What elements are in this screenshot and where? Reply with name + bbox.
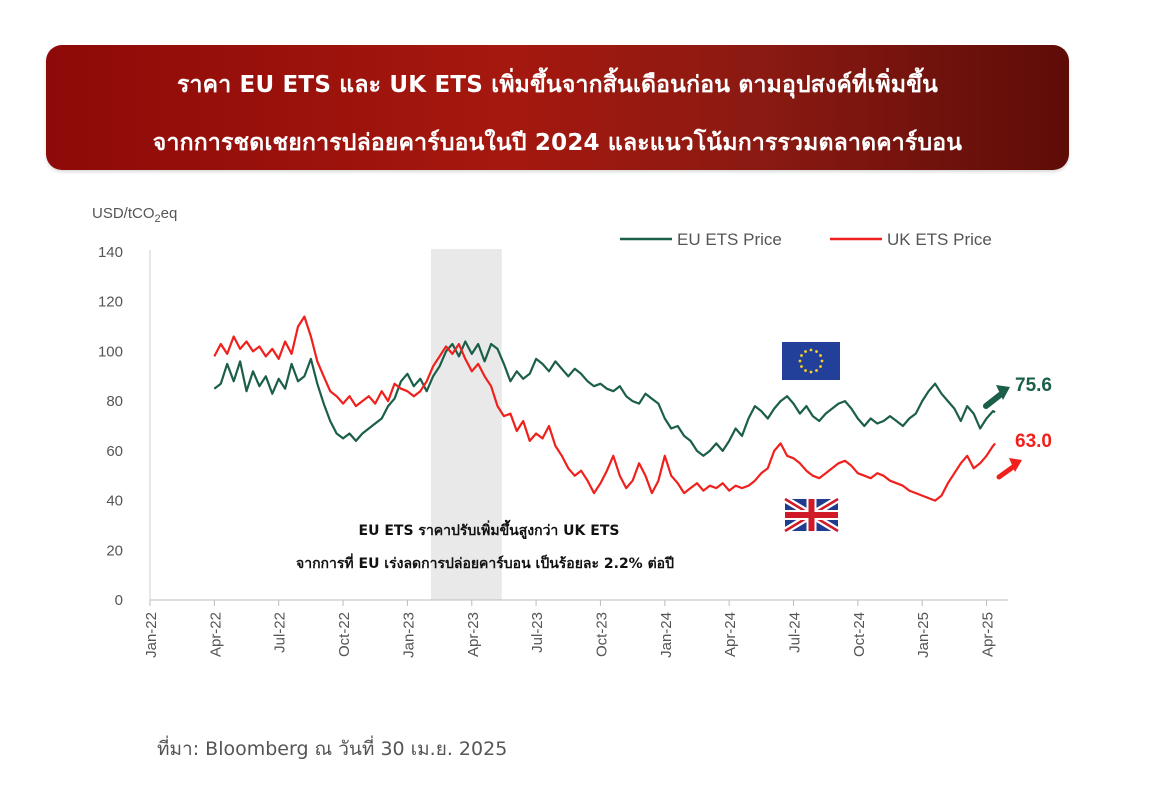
- x-tick-label: Jul-24: [787, 612, 804, 653]
- y-tick-label: 140: [98, 244, 123, 261]
- y-tick-label: 100: [98, 343, 123, 360]
- eu-star: [800, 354, 803, 357]
- eu-end-value: 75.6: [1015, 375, 1052, 396]
- x-tick-label: Jan-25: [915, 612, 932, 658]
- title-line-1: ราคา EU ETS และ UK ETS เพิ่มขึ้นจากสิ้นเ…: [176, 72, 939, 98]
- x-tick-label: Oct-22: [336, 612, 353, 657]
- series-eu-ets-line: [213, 340, 996, 457]
- eu-star: [809, 348, 813, 352]
- x-tick-label: Jan-22: [143, 612, 160, 658]
- x-tick-label: Jul-23: [529, 612, 546, 653]
- x-tick-label: Apr-23: [465, 612, 482, 657]
- x-tick-label: Oct-23: [593, 612, 610, 657]
- x-tick-label: Jul-22: [272, 612, 289, 653]
- title-line-2: จากการชดเชยการปล่อยคาร์บอนในปี 2024 และแ…: [152, 130, 963, 156]
- annotation-line-1: EU ETS ราคาปรับเพิ่มขึ้นสูงกว่า UK ETS: [359, 519, 620, 539]
- y-tick-label: 0: [115, 592, 123, 609]
- x-tick-label: Apr-25: [980, 612, 997, 657]
- uk-flag: [783, 496, 840, 534]
- eu-star: [819, 365, 822, 368]
- legend-label-uk: UK ETS Price: [887, 230, 992, 249]
- y-tick-label: 20: [106, 542, 123, 559]
- x-ticks: Jan-22 Apr-22 Jul-22 Oct-22 Jan-23 Apr-23 Jul-…: [143, 600, 997, 658]
- shaded-period: [430, 249, 502, 600]
- y-ticks: 0 20 40 60 80 100 120 140: [98, 244, 123, 609]
- legend-label-eu: EU ETS Price: [677, 230, 782, 249]
- x-tick-label: Oct-24: [851, 612, 868, 657]
- y-tick-label: 40: [106, 493, 123, 510]
- legend: EU ETS Price UK ETS Price: [620, 230, 992, 249]
- eu-star: [809, 370, 813, 374]
- eu-flag: [782, 342, 840, 380]
- eu-up-arrow: [983, 385, 1010, 409]
- title-banner: ราคา EU ETS และ UK ETS เพิ่มขึ้นจากสิ้นเ…: [46, 45, 1069, 170]
- uk-up-arrow: [996, 458, 1022, 480]
- x-tick-label: Jan-23: [400, 612, 417, 658]
- eu-star: [815, 350, 818, 353]
- eu-star: [819, 354, 822, 357]
- annotation-line-2: จากการที่ EU เร่งลดการปล่อยคาร์บอน เป็นร…: [296, 553, 674, 572]
- x-tick-label: Apr-22: [207, 612, 224, 657]
- eu-star: [798, 359, 802, 363]
- y-axis-unit: USD/tCO2eq: [92, 205, 177, 225]
- eu-star: [815, 369, 818, 372]
- uk-end-value: 63.0: [1015, 431, 1052, 452]
- x-tick-label: Jan-24: [658, 612, 675, 658]
- series-uk-ets-line: [213, 315, 996, 502]
- y-tick-label: 120: [98, 294, 123, 311]
- eu-star: [804, 350, 807, 353]
- eu-star: [820, 359, 824, 363]
- y-tick-label: 60: [106, 443, 123, 460]
- y-tick-label: 80: [106, 393, 123, 410]
- eu-star: [804, 369, 807, 372]
- eu-star: [800, 365, 803, 368]
- source-note: ที่มา: Bloomberg ณ วันที่ 30 เม.ย. 2025: [157, 738, 508, 760]
- x-tick-label: Apr-24: [722, 612, 739, 657]
